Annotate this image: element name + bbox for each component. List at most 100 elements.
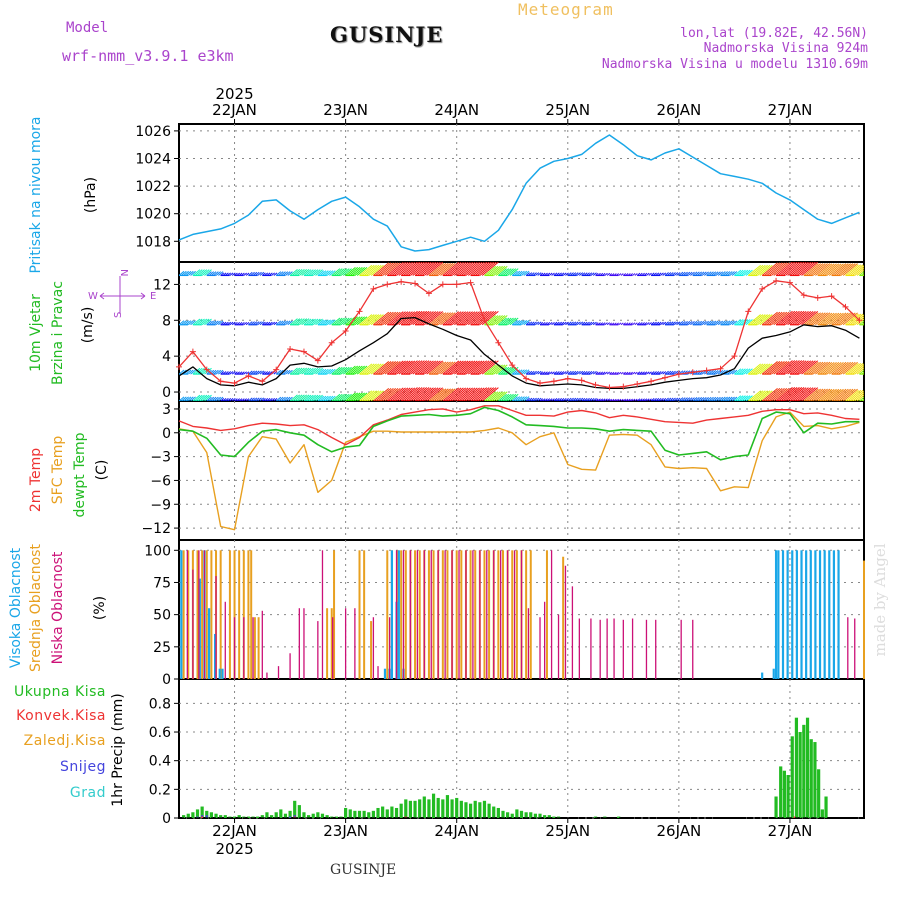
wind-barb — [745, 319, 753, 326]
wind-barb — [852, 363, 864, 375]
wind-barb — [275, 396, 282, 401]
wind-barb — [190, 369, 196, 375]
wind-barb — [606, 371, 611, 375]
temp-label-sfc: SFC Temp — [50, 436, 66, 505]
wind-barb — [454, 311, 471, 326]
mid-cloud-bar — [562, 556, 565, 679]
wind-barb — [713, 271, 719, 276]
wind-barb — [447, 311, 464, 326]
wind-barb — [433, 312, 449, 326]
wind-barb — [373, 387, 390, 401]
wind-barb — [338, 393, 348, 401]
wind-barb — [245, 322, 250, 326]
high-cloud-bar — [823, 550, 826, 679]
wind-barb — [724, 271, 731, 276]
wind-barb — [861, 398, 864, 401]
wind-barb — [521, 320, 528, 326]
low-cloud-bar — [332, 617, 334, 679]
wind-barb — [458, 311, 476, 326]
wind-barb — [345, 316, 356, 326]
wind-barb — [493, 391, 506, 401]
low-cloud-bar — [321, 550, 324, 679]
wind-barb — [789, 262, 807, 276]
temperature-ytick-label: −6 — [150, 473, 171, 489]
high-cloud-bar — [761, 672, 764, 679]
wind-barb — [710, 396, 717, 401]
wind-gust-marker — [606, 384, 613, 391]
total-precip-bar — [339, 816, 343, 818]
wind-barb — [354, 392, 365, 401]
wind-barb — [340, 366, 350, 375]
wind-barb — [794, 311, 812, 326]
bottom-day-label: 26JAN — [656, 822, 701, 840]
wind-barb — [768, 361, 785, 375]
total-precip-bar — [817, 769, 821, 818]
wind-barb — [451, 262, 469, 276]
wind-gust-marker — [245, 372, 252, 379]
wind-barb — [632, 273, 636, 276]
top-day-label: 22JAN — [212, 101, 257, 119]
wind-barb — [747, 264, 762, 276]
wind-barb — [257, 397, 262, 401]
wind-barb — [523, 369, 530, 375]
wind-barb — [791, 262, 809, 276]
wind-barb — [398, 360, 416, 375]
wind-barb — [199, 318, 208, 326]
low-cloud-bar — [543, 601, 546, 679]
mid-cloud-bar — [205, 550, 208, 679]
wind-barb — [359, 363, 373, 375]
wind-barb — [727, 271, 733, 276]
wind-barb — [662, 398, 667, 401]
wind-barb — [183, 320, 189, 326]
wind-barb — [796, 387, 814, 401]
wind-barb — [400, 387, 418, 401]
wind-barb — [734, 269, 742, 276]
mid-cloud-bar — [511, 550, 514, 679]
high-cloud-bar — [781, 550, 785, 679]
high-cloud-bar — [818, 550, 822, 679]
cloud-label-high: Visoka Oblacnost — [8, 547, 24, 668]
wind-barb — [808, 388, 824, 401]
wind-barb — [537, 370, 542, 375]
wind-barb — [498, 317, 507, 326]
top-day-label: 24JAN — [434, 101, 479, 119]
wind-barb — [548, 272, 553, 276]
wind-barb — [435, 262, 451, 276]
wind-barb — [282, 396, 289, 401]
wind-barb — [828, 263, 844, 276]
wind-barb — [757, 390, 771, 401]
wind-barb — [717, 271, 724, 276]
wind-barb — [826, 388, 842, 401]
wind-barb — [417, 311, 434, 326]
wind-barb — [289, 367, 298, 375]
wind-barb — [752, 264, 766, 276]
wind-barb — [648, 398, 652, 401]
wind-barb — [414, 311, 432, 326]
wind-barb — [185, 320, 192, 326]
wind-barb — [796, 311, 814, 326]
wind-barb — [787, 310, 805, 326]
wind-gust-marker — [398, 278, 405, 285]
wind-barb — [863, 373, 864, 375]
wind-gust-marker — [189, 348, 196, 355]
wind-barb — [322, 319, 329, 326]
wind-barb — [340, 268, 350, 276]
wind-barb — [333, 366, 343, 375]
wind-barb — [477, 387, 495, 401]
wind-barb — [727, 369, 733, 375]
mid-cloud-bar — [358, 550, 361, 679]
wind-barb — [308, 367, 316, 375]
wind-barb — [458, 262, 476, 276]
wind-barb — [465, 360, 483, 375]
wind-barb — [377, 311, 394, 326]
wind-barb — [440, 388, 456, 401]
total-precip-bar — [464, 802, 468, 818]
wind-barb — [389, 387, 406, 401]
mid-cloud-bar — [400, 550, 403, 679]
wind-barb — [491, 265, 503, 276]
wind-barb — [516, 270, 523, 276]
low-cloud-bar — [631, 618, 634, 679]
wind-barb — [338, 268, 348, 276]
mid-cloud-bar — [386, 550, 389, 679]
wind-barb — [673, 272, 679, 276]
